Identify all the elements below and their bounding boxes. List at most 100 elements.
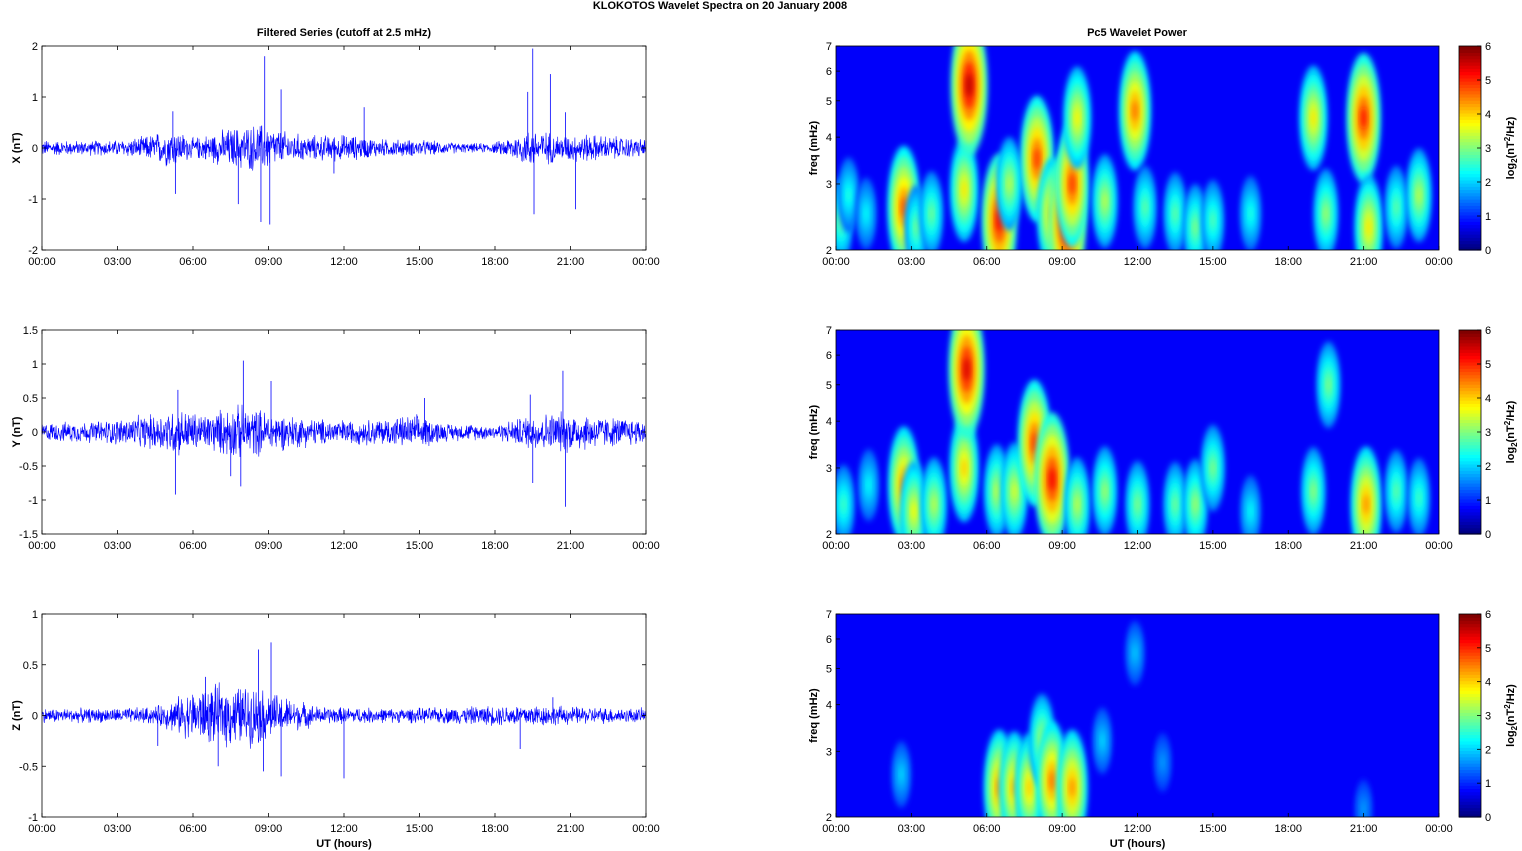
colorbar-band	[1459, 368, 1481, 373]
wavelet-power-blob	[1075, 496, 1080, 513]
x-tick-label: 03:00	[898, 540, 926, 552]
series-y-label: Y (nT)	[11, 416, 23, 447]
x-tick-label: 21:00	[1350, 256, 1378, 268]
colorbar-label-part: 2	[1503, 420, 1512, 425]
y-tick-label: -1	[28, 495, 38, 507]
colorbar-band	[1459, 374, 1481, 379]
x-tick-label: 12:00	[330, 823, 358, 835]
colorbar-tick-label: 1	[1485, 778, 1491, 790]
colorbar-band	[1459, 106, 1481, 111]
colorbar-band	[1459, 527, 1481, 532]
x-axis-label: UT (hours)	[1110, 838, 1166, 850]
colorbar-band	[1459, 336, 1481, 341]
colorbar-band	[1459, 652, 1481, 656]
colorbar-band	[1459, 753, 1481, 758]
x-tick-label: 00:00	[632, 540, 660, 552]
wavelet-power-blob	[1027, 778, 1032, 797]
colorbar-band	[1459, 409, 1481, 414]
colorbar-band	[1459, 68, 1481, 73]
x-tick-label: 12:00	[1124, 823, 1152, 835]
colorbar-band	[1459, 715, 1481, 720]
colorbar-band	[1459, 234, 1481, 238]
freq-tick-label: 3	[826, 746, 832, 758]
wavelet-power-blob	[1311, 109, 1316, 127]
wavelet-power-blob	[1102, 483, 1107, 499]
x-tick-label: 09:00	[1048, 823, 1076, 835]
colorbar-band	[1459, 511, 1481, 516]
colorbar-band	[1459, 470, 1481, 475]
wavelet-panel-1: 2 3 4 5 6 7 00:00 03:00 06:00 09:00 12:00 15:00 18:0…	[808, 41, 1519, 268]
colorbar-label-part: 2	[1510, 158, 1519, 163]
colorbar-band	[1459, 683, 1481, 688]
right-column-title: Pc5 Wavelet Power	[1087, 27, 1188, 39]
colorbar-label: log2(nT2/Hz)	[1503, 400, 1519, 463]
colorbar-band	[1459, 702, 1481, 707]
colorbar-tick-label: 5	[1485, 75, 1491, 87]
colorbar-band	[1459, 492, 1481, 497]
x-tick-label: 06:00	[973, 540, 1001, 552]
colorbar-tick-label: 2	[1485, 177, 1491, 189]
colorbar-band	[1459, 677, 1481, 682]
colorbar-band	[1459, 422, 1481, 427]
wavelet-power-blob	[1133, 647, 1137, 659]
x-tick-label: 09:00	[255, 540, 283, 552]
x-tick-label: 03:00	[104, 256, 132, 268]
colorbar-band	[1459, 614, 1481, 618]
freq-tick-label: 6	[826, 350, 832, 362]
colorbar-tick-label: 1	[1485, 211, 1491, 223]
x-tick-label: 00:00	[1425, 540, 1453, 552]
colorbar-band	[1459, 794, 1481, 799]
colorbar-band	[1459, 65, 1481, 69]
y-tick-label: 1	[32, 359, 38, 371]
colorbar-band	[1459, 61, 1481, 66]
x-tick-label: 03:00	[104, 540, 132, 552]
colorbar-band	[1459, 671, 1481, 675]
colorbar-band	[1459, 712, 1481, 717]
colorbar-band	[1459, 530, 1481, 535]
wavelet-power-blob	[1143, 200, 1147, 215]
colorbar-band	[1459, 642, 1481, 647]
colorbar-band	[1459, 167, 1481, 171]
colorbar-band	[1459, 655, 1481, 660]
colorbar-label-part: 2	[1510, 725, 1519, 730]
colorbar-band	[1459, 400, 1481, 404]
freq-tick-label: 6	[826, 634, 832, 646]
freq-tick-label: 5	[826, 380, 832, 392]
colorbar-band	[1459, 725, 1481, 729]
colorbar-band	[1459, 620, 1481, 625]
wavelet-power-blob	[1366, 218, 1371, 236]
colorbar-band	[1459, 737, 1481, 742]
wavelet-power-blob	[846, 188, 851, 202]
wavelet-power-blob	[1362, 804, 1366, 815]
wavelet-power-blob	[1074, 109, 1080, 127]
x-tick-label: 15:00	[406, 823, 434, 835]
colorbar-band	[1459, 661, 1481, 666]
freq-tick-label: 2	[826, 245, 832, 257]
colorbar-band	[1459, 84, 1481, 89]
colorbar-band	[1459, 384, 1481, 388]
wavelet-power-blob	[963, 357, 970, 381]
colorbar-band	[1459, 699, 1481, 704]
colorbar-band	[1459, 361, 1481, 366]
y-tick-label: -0.5	[19, 461, 38, 473]
colorbar-band	[1459, 412, 1481, 417]
wavelet-power-blob	[931, 496, 937, 513]
x-tick-label: 18:00	[481, 540, 509, 552]
y-tick-label: 0	[32, 143, 38, 155]
colorbar-band	[1459, 444, 1481, 449]
freq-tick-label: 7	[826, 41, 832, 53]
colorbar-band	[1459, 403, 1481, 408]
colorbar-tick-label: 0	[1485, 812, 1491, 824]
colorbar-band	[1459, 425, 1481, 430]
wavelet-power-blob	[1248, 207, 1253, 220]
colorbar-band	[1459, 208, 1481, 213]
x-tick-label: 21:00	[557, 540, 585, 552]
colorbar-band	[1459, 237, 1481, 242]
colorbar-band	[1459, 183, 1481, 187]
colorbar-band	[1459, 419, 1481, 424]
colorbar-band	[1459, 128, 1481, 133]
colorbar-band	[1459, 489, 1481, 494]
freq-tick-label: 4	[826, 132, 832, 144]
